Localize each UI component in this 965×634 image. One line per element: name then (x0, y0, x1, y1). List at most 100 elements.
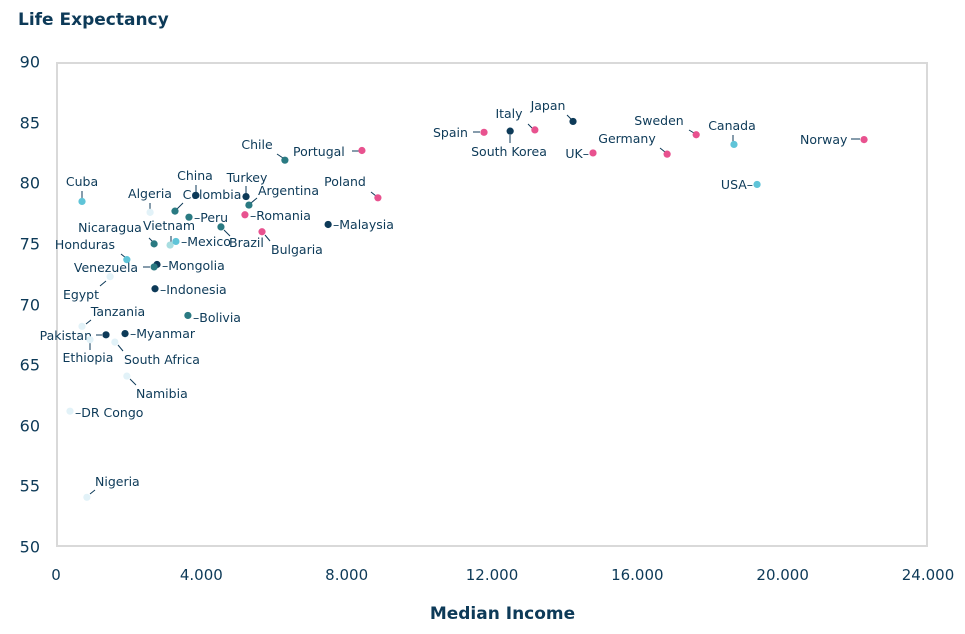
data-point[interactable]: –Mongolia (153, 258, 225, 273)
point-marker[interactable] (146, 208, 154, 216)
data-point[interactable]: Poland (324, 174, 382, 202)
data-point[interactable]: Norway (800, 132, 868, 147)
data-point[interactable]: Chile (241, 137, 289, 164)
point-label: South Korea (471, 144, 547, 159)
data-point[interactable]: Japan (530, 98, 577, 126)
point-marker[interactable] (150, 240, 158, 248)
y-tick-label: 90 (19, 52, 40, 72)
point-marker[interactable] (245, 201, 253, 209)
point-marker[interactable] (753, 180, 761, 189)
point-marker[interactable] (66, 407, 74, 415)
point-marker[interactable] (111, 338, 119, 346)
point-marker[interactable] (192, 191, 200, 199)
data-point[interactable]: Honduras (55, 237, 131, 264)
point-marker[interactable] (860, 136, 868, 144)
point-label: China (177, 168, 213, 183)
point-label: Italy (495, 106, 523, 121)
point-marker[interactable] (123, 256, 131, 264)
data-point[interactable]: –Bolivia (184, 310, 241, 325)
data-point[interactable]: –Mexico (172, 234, 231, 249)
point-marker[interactable] (166, 241, 174, 249)
point-marker[interactable] (172, 237, 180, 246)
data-point[interactable]: UK– (565, 146, 597, 161)
leader-line (370, 191, 377, 197)
point-label: Portugal (293, 144, 345, 159)
data-point[interactable]: Namibia (123, 372, 188, 401)
point-marker[interactable] (83, 493, 91, 501)
data-point[interactable]: Canada (708, 118, 756, 149)
point-marker[interactable] (258, 228, 266, 236)
y-tick-label: 60 (19, 416, 40, 436)
data-point[interactable]: Ethiopia (63, 336, 114, 365)
leader-line (566, 114, 572, 120)
point-marker[interactable] (531, 126, 539, 134)
data-point[interactable]: –Malaysia (324, 217, 394, 232)
data-point[interactable]: –Romania (241, 208, 311, 223)
point-label: –Myanmar (130, 326, 196, 341)
point-label: Spain (433, 125, 468, 140)
data-point[interactable]: USA– (721, 177, 761, 192)
data-point[interactable]: Turkey (226, 170, 268, 201)
data-point[interactable]: Egypt (63, 273, 114, 302)
data-point[interactable]: Argentina (245, 183, 319, 209)
point-marker[interactable] (184, 311, 192, 320)
point-marker[interactable] (589, 149, 597, 157)
data-point[interactable]: South Africa (111, 338, 200, 367)
point-marker[interactable] (324, 220, 332, 229)
point-marker[interactable] (150, 263, 158, 271)
point-marker[interactable] (241, 211, 249, 219)
point-label: UK– (565, 146, 589, 161)
data-point[interactable]: Vietnam (143, 218, 195, 249)
point-marker[interactable] (663, 150, 671, 158)
data-point[interactable]: –Indonesia (151, 282, 227, 297)
point-marker[interactable] (185, 213, 193, 221)
point-marker[interactable] (242, 192, 250, 201)
data-point[interactable]: China (177, 168, 213, 199)
point-marker[interactable] (102, 331, 110, 339)
data-point[interactable]: Algeria (128, 186, 172, 216)
data-point[interactable]: Italy (495, 106, 539, 134)
data-point[interactable]: –Peru (185, 210, 228, 225)
point-marker[interactable] (78, 322, 86, 330)
x-tick-label: 24.000 (901, 566, 955, 584)
point-marker[interactable] (151, 285, 159, 293)
data-point[interactable]: Brazil (217, 223, 264, 250)
point-marker[interactable] (217, 223, 225, 231)
point-marker[interactable] (358, 146, 366, 155)
data-point[interactable]: Nicaragua (78, 220, 158, 248)
data-point[interactable]: Portugal (293, 144, 366, 159)
y-tick-label: 80 (19, 173, 40, 193)
data-point[interactable]: Spain (433, 125, 488, 140)
data-point[interactable]: South Korea (471, 127, 547, 159)
data-point[interactable]: Tanzania (78, 304, 145, 330)
point-marker[interactable] (121, 330, 129, 338)
data-point[interactable]: –DR Congo (66, 405, 143, 420)
point-marker[interactable] (374, 194, 382, 202)
point-marker[interactable] (281, 156, 289, 164)
data-point[interactable]: Bulgaria (258, 228, 323, 257)
point-marker[interactable] (123, 372, 131, 380)
leader-line (264, 234, 271, 242)
point-marker[interactable] (506, 127, 514, 135)
data-point[interactable]: Venezuela (74, 260, 158, 275)
point-label: Ethiopia (63, 350, 114, 365)
data-point[interactable]: Germany (598, 131, 671, 158)
point-label: Chile (241, 137, 273, 152)
point-marker[interactable] (171, 207, 179, 215)
data-point[interactable]: Nigeria (83, 474, 140, 501)
point-marker[interactable] (730, 140, 738, 149)
leader-line (89, 489, 96, 495)
point-label: –Malaysia (333, 217, 394, 232)
point-marker[interactable] (106, 273, 114, 281)
point-marker[interactable] (569, 117, 577, 126)
data-point[interactable]: –Myanmar (121, 326, 196, 341)
point-marker[interactable] (86, 336, 94, 344)
point-marker[interactable] (78, 197, 86, 206)
point-marker[interactable] (692, 131, 700, 139)
data-point[interactable]: Cuba (66, 174, 98, 206)
point-label: Sweden (634, 113, 683, 128)
data-point[interactable]: Pakistan (40, 328, 110, 343)
point-marker[interactable] (480, 128, 488, 136)
data-point[interactable]: Sweden (634, 113, 700, 139)
